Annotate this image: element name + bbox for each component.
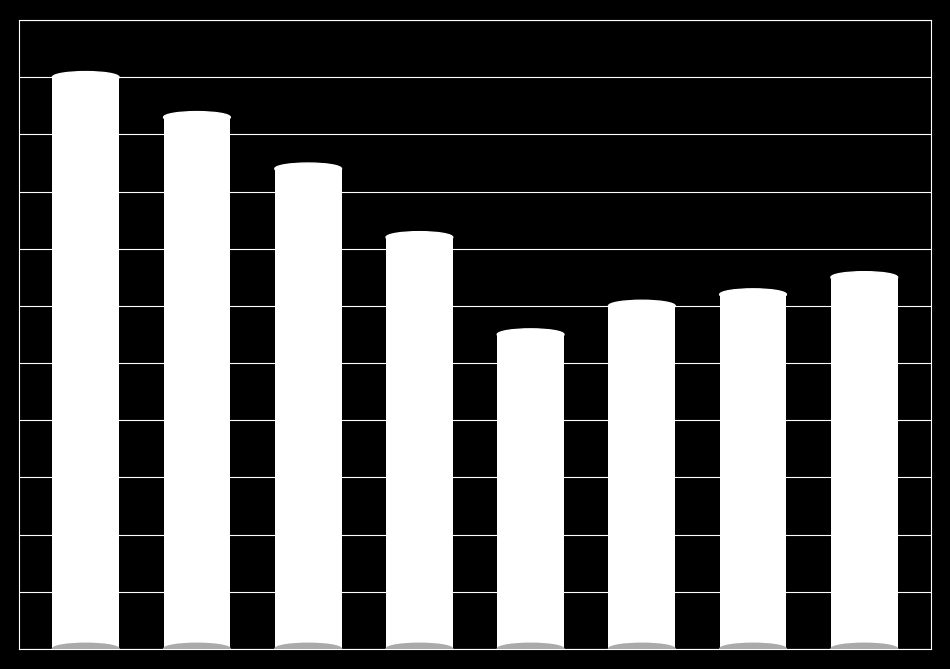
Ellipse shape: [720, 289, 787, 300]
Bar: [497, 334, 564, 649]
Ellipse shape: [52, 72, 119, 83]
Bar: [275, 169, 342, 649]
Ellipse shape: [386, 231, 453, 243]
Bar: [720, 294, 787, 649]
Ellipse shape: [163, 112, 230, 123]
Ellipse shape: [831, 272, 898, 283]
Ellipse shape: [608, 300, 675, 312]
Ellipse shape: [275, 644, 342, 654]
Ellipse shape: [163, 644, 230, 654]
Ellipse shape: [275, 163, 342, 175]
Ellipse shape: [497, 329, 564, 340]
Ellipse shape: [608, 644, 675, 654]
Ellipse shape: [720, 644, 787, 654]
Bar: [831, 278, 898, 649]
Ellipse shape: [52, 644, 119, 654]
Bar: [608, 306, 675, 649]
Ellipse shape: [497, 644, 564, 654]
Bar: [163, 117, 230, 649]
Ellipse shape: [831, 644, 898, 654]
Bar: [386, 237, 453, 649]
Ellipse shape: [386, 644, 453, 654]
Bar: [52, 77, 119, 649]
